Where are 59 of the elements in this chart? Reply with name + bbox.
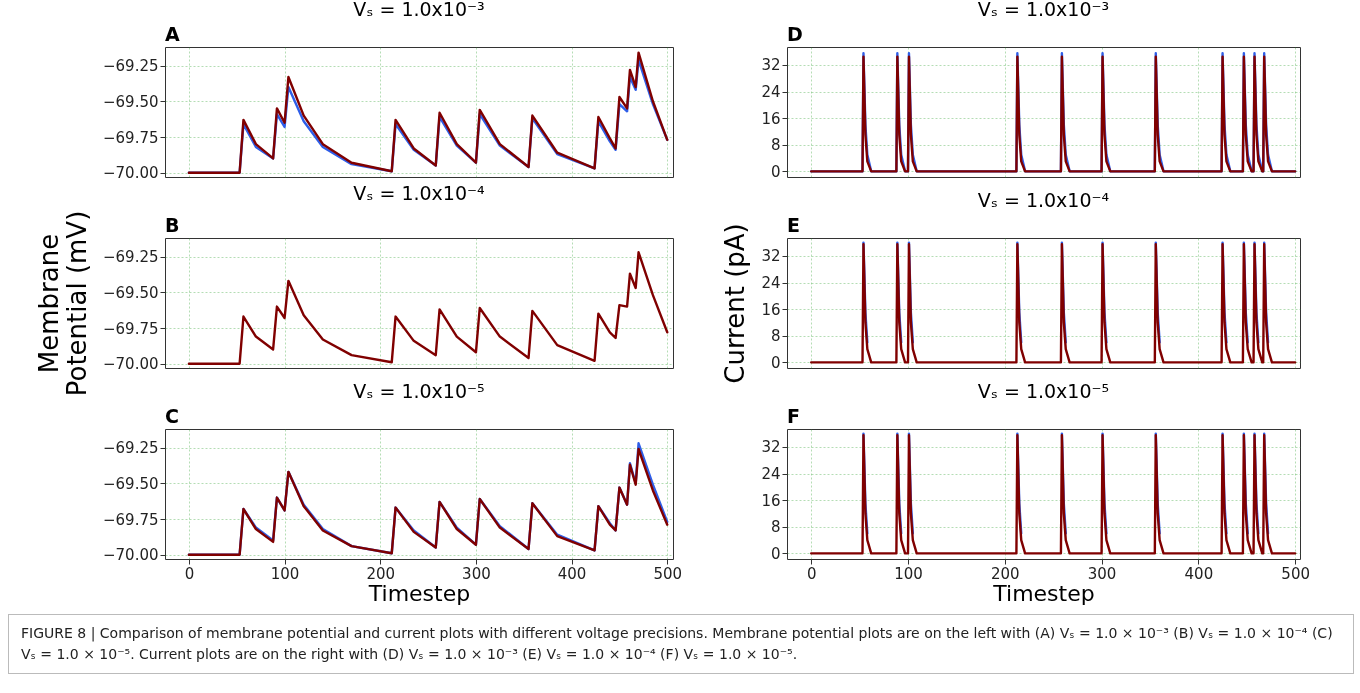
y-tick-label: 8 [770,518,781,537]
y-axis-title: Current (pA) [720,223,751,384]
x-tick-label: 200 [990,564,1020,583]
x-tick-label: 100 [270,564,300,583]
x-tick-label: 0 [184,564,195,583]
y-tick-label: 16 [761,109,781,128]
y-tick-label: 16 [761,300,781,319]
y-tick-label: −69.50 [102,283,159,302]
x-tick-label: 400 [557,564,587,583]
chart-title: Vₛ = 1.0x10⁻³ [977,0,1110,20]
y-tick-label: 32 [761,56,781,75]
y-tick-label: −70.00 [102,355,159,374]
x-tick-label: 100 [894,564,923,583]
y-tick-label: −70.00 [102,546,159,565]
y-tick-label: 24 [761,274,781,293]
x-axis-title: Timestep [367,580,471,606]
y-tick-label: 32 [761,247,781,266]
x-tick-label: 0 [806,564,817,583]
chart-title: Vₛ = 1.0x10⁻⁴ [977,189,1110,211]
y-tick-label: −69.25 [102,57,159,76]
text: B [165,214,180,236]
chart-title: Vₛ = 1.0x10⁻⁵ [977,380,1110,402]
y-tick-label: 0 [770,162,781,181]
y-tick-label: 8 [770,136,781,155]
x-tick-label: 300 [1087,564,1117,583]
x-tick-label: 300 [462,564,491,583]
y-tick-label: −69.75 [102,128,159,147]
y-tick-label: 32 [761,438,781,457]
caption: FIGURE 8 | Comparison of membrane potential and current plots with different voltage precisions. Membrane potential plots are on the left with (A) Vₛ = 1.0 × 10⁻³ (B) Vₛ = 1.0 × 10⁻⁴ (C) Vₛ = 1.0 × 10⁻⁵. Current plots are on the right with (D) Vₛ = 1.0 × 10⁻³ (E) Vₛ = 1.0 × 10⁻⁴ (F) Vₛ = 1.0 × 10⁻⁵. [8,614,1354,674]
text: A [165,23,180,45]
y-tick-label: −69.75 [102,510,159,529]
y-tick-label: 0 [770,353,781,372]
x-axis-title: Timestep [992,580,1095,606]
chart-title: Vₛ = 1.0x10⁻⁵ [353,380,485,402]
y-tick-label: −70.00 [102,164,159,183]
x-tick-label: 200 [366,564,396,583]
y-tick-label: 16 [761,491,781,510]
x-tick-label: 400 [1184,564,1214,583]
y-tick-label: −69.50 [102,92,159,111]
x-tick-label: 500 [653,564,683,583]
y-tick-label: 8 [770,327,781,346]
y-axis-title: Membrane Potential (mV) [33,210,92,397]
line-series [810,243,1297,364]
text: C [165,405,179,427]
x-tick-label: 500 [1281,564,1310,583]
line-series [187,251,669,365]
y-tick-label: −69.75 [102,319,159,338]
y-tick-label: −69.25 [102,439,159,458]
text: D [787,23,803,45]
y-tick-label: −69.25 [102,248,159,267]
line-series [810,434,1297,555]
chart-title: Vₛ = 1.0x10⁻⁴ [353,182,486,205]
text: F [787,405,800,427]
chart-title: Vₛ = 1.0x10⁻³ [353,0,485,20]
y-tick-label: 0 [770,544,781,563]
y-tick-label: 24 [761,465,781,484]
y-tick-label: −69.50 [102,474,159,493]
text: E [787,214,800,236]
y-tick-label: 24 [761,83,781,102]
